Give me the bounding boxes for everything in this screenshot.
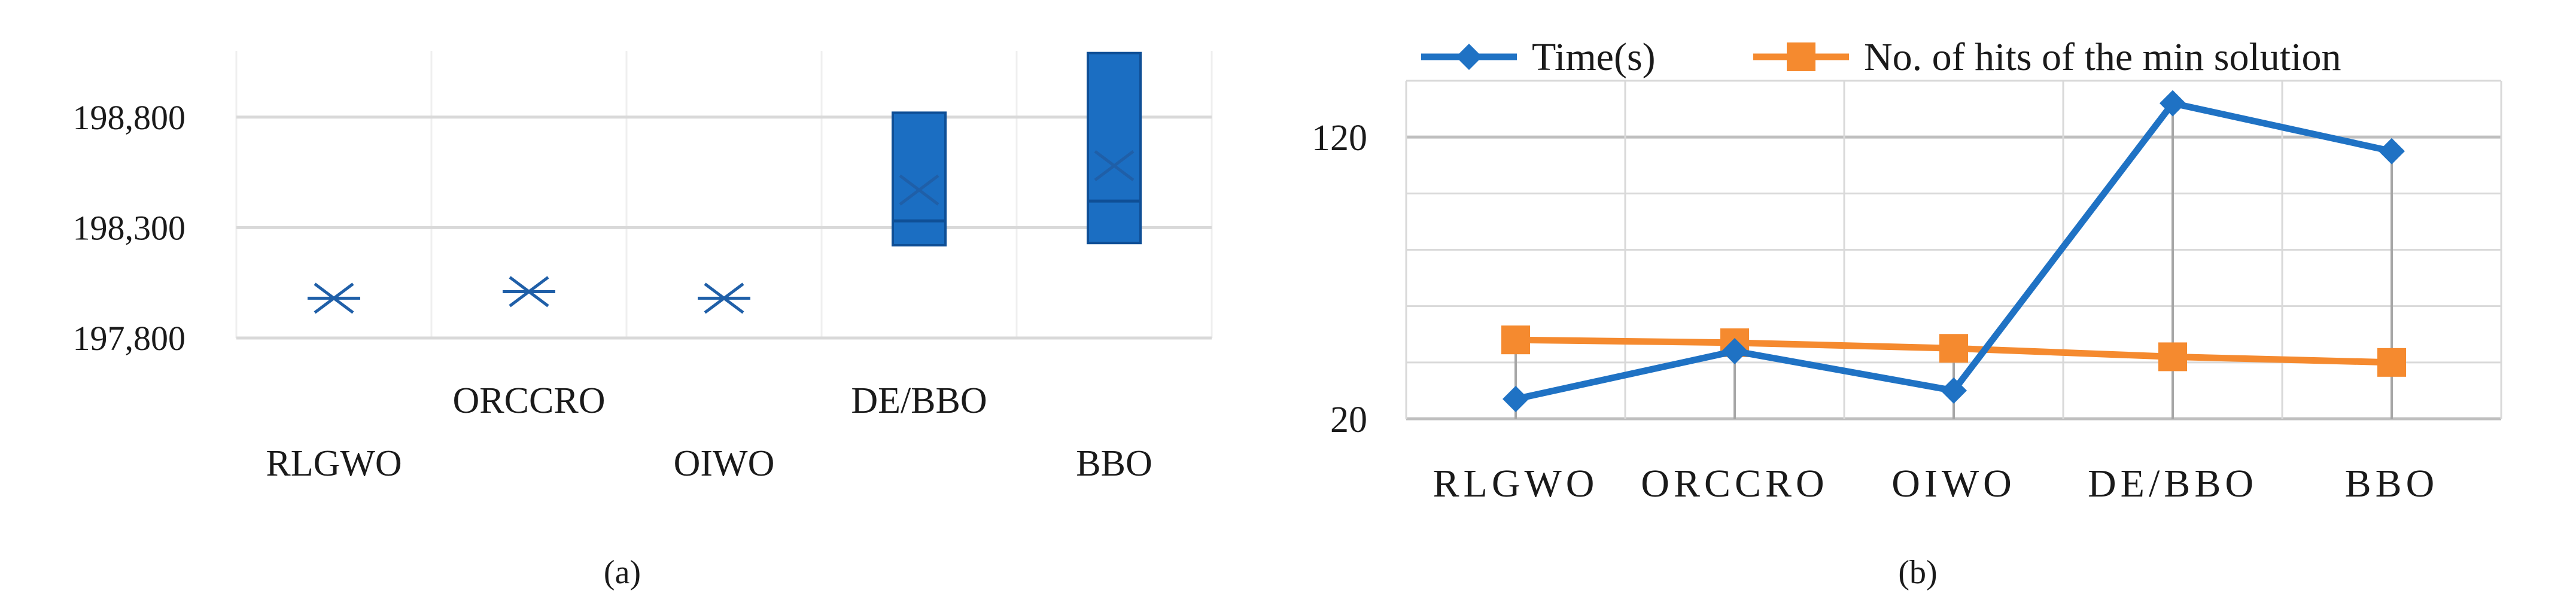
grid [235,51,1213,340]
panel-label-b: (b) [1898,554,1937,591]
line-chart-panel: Time(s) No. of hits of the min solution 2… [1312,35,2502,591]
square-marker [1939,334,1968,363]
legend-item-time: Time(s) [1421,35,1656,79]
box [1087,51,1142,245]
y-axis-ticks: 197,800 198,300 198,800 [73,98,186,358]
panel-label-a: (a) [604,554,641,591]
mean-marker [509,276,549,307]
x-tick-label: BBO [1076,443,1152,484]
diamond-marker [2379,138,2405,165]
legend-item-hits: No. of hits of the min solution [1753,35,2341,79]
x-tick-label: OIWO [1891,462,2016,505]
mean-marker [1094,150,1135,181]
diamond-marker [1941,377,1967,404]
legend-label: No. of hits of the min solution [1864,35,2341,79]
legend-label: Time(s) [1532,35,1656,79]
x-tick-label: DE/BBO [2088,462,2258,505]
square-marker [2377,348,2406,377]
mean-marker [704,282,744,314]
y-tick-label: 120 [1312,118,1367,159]
box-plot-panel: 197,800 198,300 198,800 RLGWO ORCCRO OIWO DE/… [73,51,1213,591]
y-tick-label: 198,300 [73,208,186,247]
mean-marker [314,282,354,314]
diamond-marker [1722,338,1748,364]
square-marker [1787,42,1815,71]
y-tick-label: 20 [1330,400,1367,440]
series-time [1503,90,2405,413]
legend: Time(s) No. of hits of the min solution [1421,35,2341,79]
mean-marker [899,174,939,206]
square-marker [1501,325,1530,355]
x-tick-label: OIWO [674,443,775,484]
diamond-marker [1503,386,1529,413]
diamond-marker [1456,44,1482,70]
x-axis-labels: RLGWO ORCCRO OIWO DE/BBO BBO [266,380,1152,484]
plot-area [308,51,1142,314]
x-tick-label: RLGWO [1433,462,1599,505]
x-tick-label: ORCCRO [1641,462,1828,505]
y-axis-ticks: 20 120 [1312,118,1367,440]
series-layer [1501,90,2406,413]
x-tick-label: DE/BBO [851,380,987,421]
x-axis-labels: RLGWO ORCCRO OIWO DE/BBO BBO [1433,462,2439,505]
x-tick-label: RLGWO [266,443,402,484]
diamond-marker [2160,90,2186,117]
box [892,111,947,246]
y-tick-label: 197,800 [73,319,186,358]
x-tick-label: BBO [2345,462,2439,505]
y-tick-label: 198,800 [73,98,186,137]
x-tick-label: ORCCRO [453,380,606,421]
square-marker [2158,342,2187,371]
